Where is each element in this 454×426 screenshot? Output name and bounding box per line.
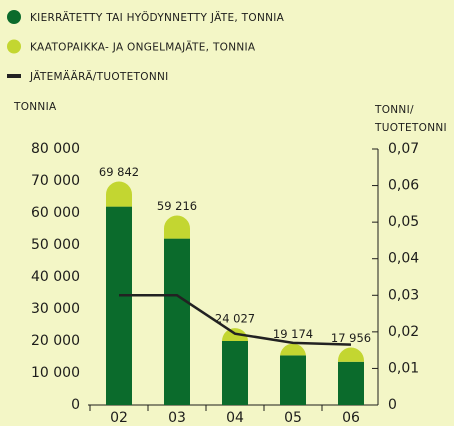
y-axis-label: TONNIA xyxy=(13,101,57,113)
y2-axis-label: TONNI/ xyxy=(374,104,414,116)
y2-tick-label: 0 xyxy=(388,397,397,413)
data-label: 17 956 xyxy=(331,331,371,345)
bar-segment xyxy=(164,238,190,405)
bar-segment xyxy=(338,347,364,362)
y2-axis-label: TUOTETONNI xyxy=(374,122,447,134)
line-series xyxy=(119,294,352,346)
x-tick-label: 03 xyxy=(168,410,186,426)
x-tick-label: 05 xyxy=(284,410,302,426)
x-tick-label: 02 xyxy=(110,410,128,426)
bar-segment xyxy=(280,343,306,357)
bar-segment xyxy=(222,341,248,405)
bar-segment xyxy=(338,361,364,405)
y-tick-label: 60 000 xyxy=(31,205,80,221)
data-label: 59 216 xyxy=(157,199,197,213)
y-tick-label: 30 000 xyxy=(31,301,80,317)
bar-segment xyxy=(164,215,190,239)
legend-marker xyxy=(7,39,21,54)
y-tick-label: 20 000 xyxy=(31,333,80,349)
y-tick-label: 50 000 xyxy=(31,237,80,253)
y2-tick-label: 0,06 xyxy=(388,178,419,194)
data-label: 24 027 xyxy=(215,312,255,326)
bar-segment xyxy=(106,181,132,207)
y2-tick-label: 0,07 xyxy=(388,141,419,157)
bar-segment xyxy=(280,355,306,405)
data-label: 19 174 xyxy=(273,327,313,341)
legend-label: KAATOPAIKKA- JA ONGELMAJÄTE, TONNIA xyxy=(30,41,256,54)
y2-tick-label: 0,02 xyxy=(388,324,419,340)
legend-label: KIERRÄTETTY TAI HYÖDYNNETTY JÄTE, TONNIA xyxy=(30,11,285,24)
y-tick-label: 0 xyxy=(71,397,80,413)
y-tick-label: 40 000 xyxy=(31,269,80,285)
y2-tick-label: 0,04 xyxy=(388,251,419,267)
x-tick-label: 06 xyxy=(342,410,360,426)
y2-tick-label: 0,01 xyxy=(388,360,419,376)
y2-tick-label: 0,05 xyxy=(388,214,419,230)
x-tick-label: 04 xyxy=(226,410,244,426)
data-label: 69 842 xyxy=(99,165,139,179)
y-tick-label: 70 000 xyxy=(31,173,80,189)
legend-marker xyxy=(7,10,21,24)
bar-segment xyxy=(106,206,132,405)
legend-label: JÄTEMÄÄRÄ/TUOTETONNI xyxy=(29,70,169,83)
y2-tick-label: 0,03 xyxy=(388,287,419,303)
y-tick-label: 10 000 xyxy=(31,365,80,381)
y-tick-label: 80 000 xyxy=(31,141,80,157)
